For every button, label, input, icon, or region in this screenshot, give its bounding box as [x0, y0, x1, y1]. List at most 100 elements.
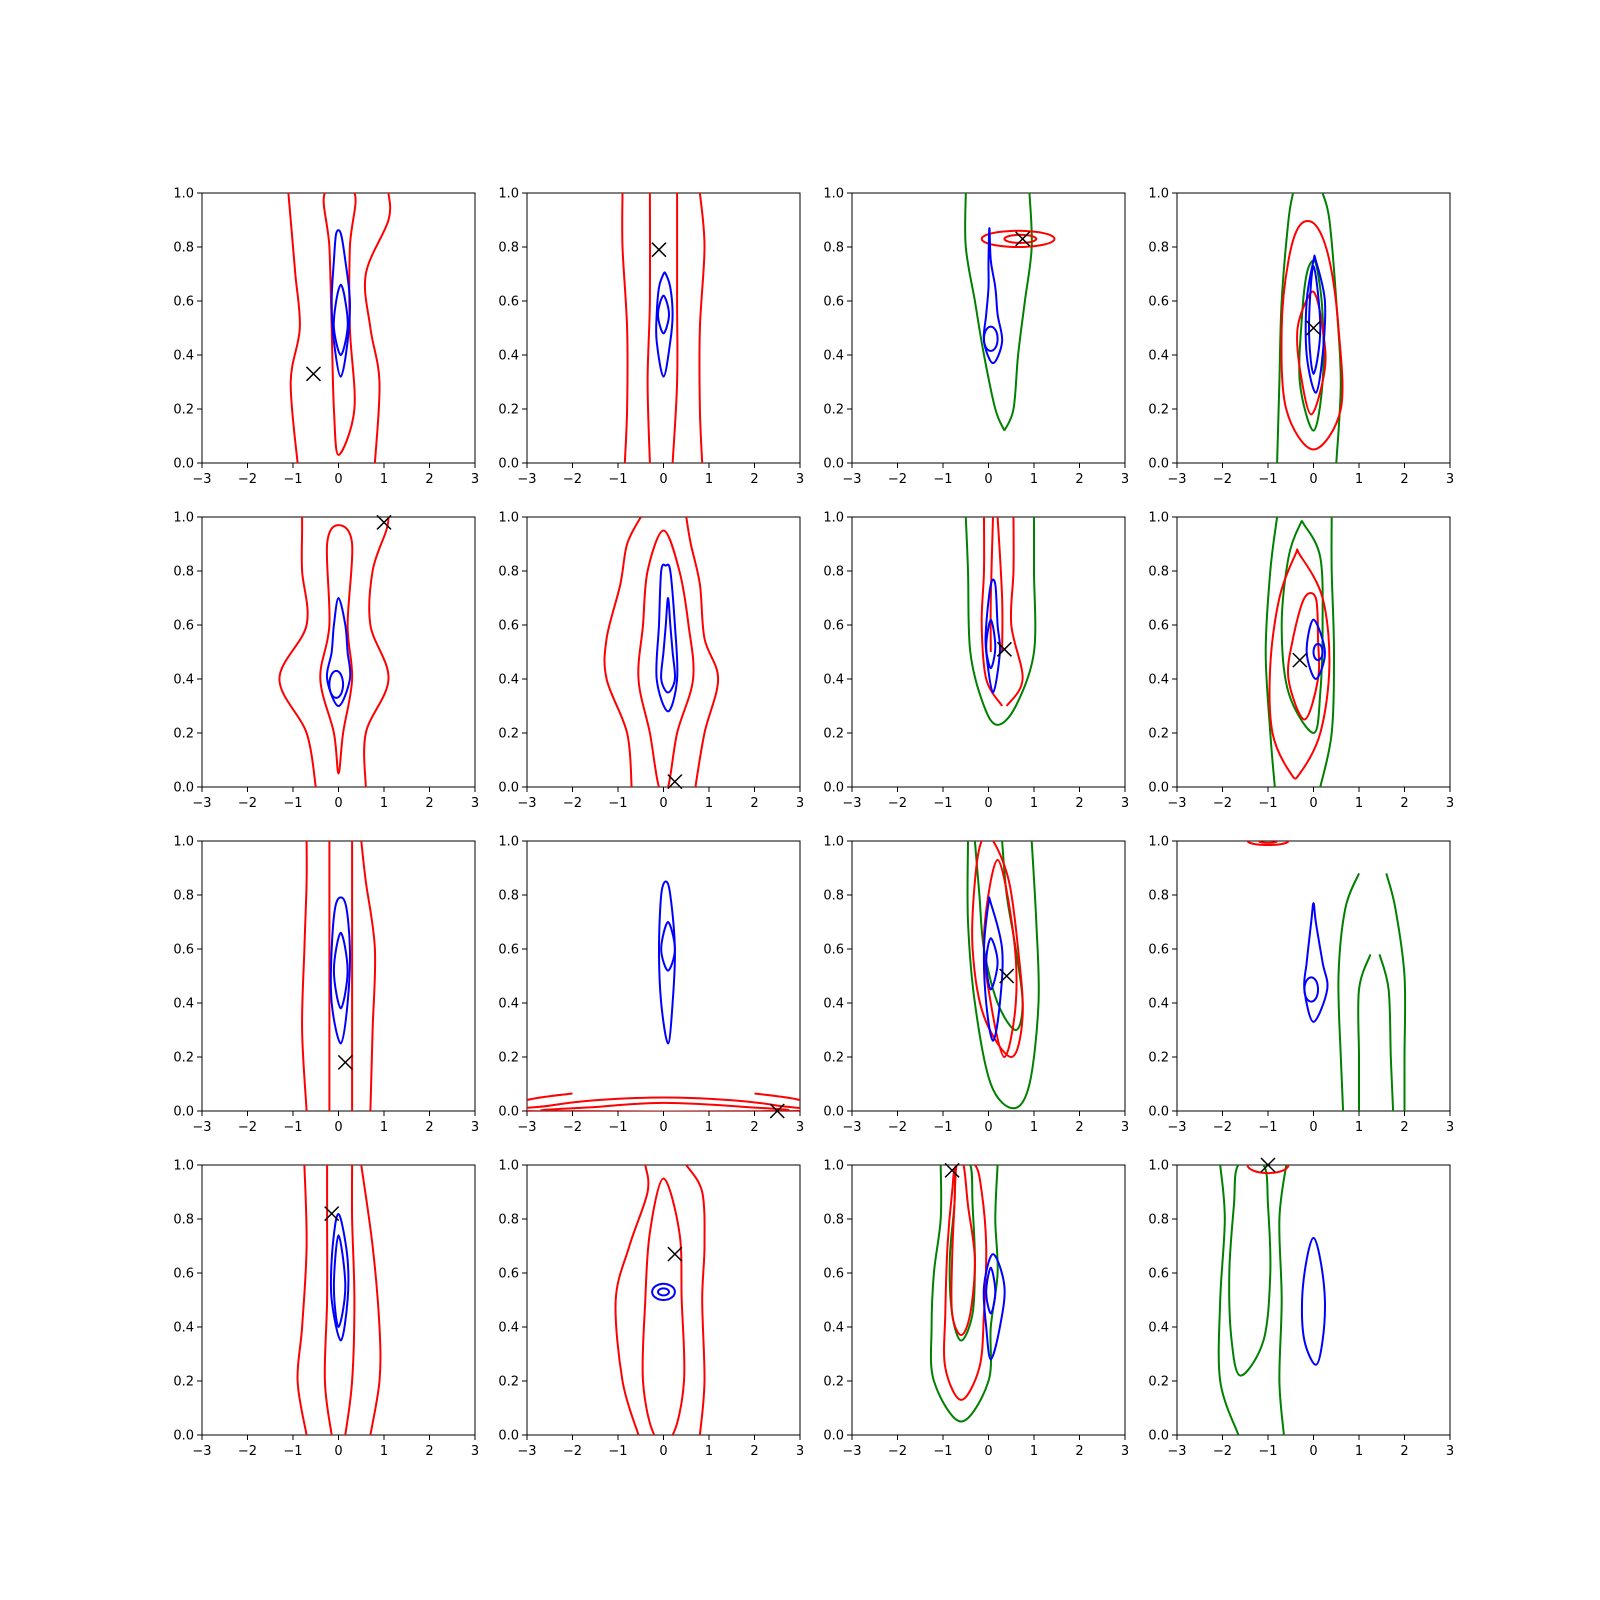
- y-tick-label: 0.6: [1148, 943, 1169, 958]
- y-tick-label: 0.0: [173, 1429, 194, 1444]
- x-tick-label: −1: [608, 1120, 627, 1135]
- y-tick-label: 0.4: [823, 673, 844, 688]
- y-tick-label: 0.6: [173, 1267, 194, 1282]
- y-tick-label: 1.0: [498, 835, 519, 850]
- x-tick-label: 0: [659, 472, 667, 487]
- green-contour-1: [1217, 1165, 1288, 1435]
- x-tick-label: 3: [1121, 1444, 1129, 1459]
- x-tick-label: 0: [984, 1120, 992, 1135]
- y-tick-label: 0.0: [1148, 1429, 1169, 1444]
- x-tick-label: 0: [334, 472, 342, 487]
- panel-8: −3 −2 −1 0 1 2 3 0.0 0.2 0.4 0.6 0.8 1.0: [1148, 511, 1454, 812]
- red-contour-3: [1268, 548, 1331, 780]
- x-tick-label: −3: [1167, 472, 1186, 487]
- x-tick-label: 2: [1075, 1444, 1083, 1459]
- panel-9: −3 −2 −1 0 1 2 3 0.0 0.2 0.4 0.6 0.8 1.0: [173, 835, 479, 1136]
- blue-contour-4: [332, 1234, 347, 1328]
- plot-area: [603, 517, 720, 787]
- x-marker: [376, 514, 392, 530]
- red-contour-1: [621, 193, 706, 463]
- x-tick-label: 1: [1355, 1120, 1363, 1135]
- x-tick-label: −1: [283, 1120, 302, 1135]
- x-tick-label: 1: [705, 1444, 713, 1459]
- y-tick-label: 0.2: [1148, 403, 1169, 418]
- x-tick-label: 2: [750, 1444, 758, 1459]
- x-tick-label: −3: [842, 1120, 861, 1135]
- red-contour-2: [527, 1096, 800, 1111]
- x-marker: [769, 1103, 785, 1119]
- x-tick-label: −3: [517, 1120, 536, 1135]
- x-tick-label: 0: [984, 1444, 992, 1459]
- red-contour-1: [614, 1165, 706, 1435]
- x-marker: [337, 1054, 353, 1070]
- plot-area: [966, 841, 1040, 1110]
- y-tick-label: 1.0: [173, 511, 194, 526]
- x-tick-label: −2: [888, 1120, 907, 1135]
- panel-10: −3 −2 −1 0 1 2 3 0.0 0.2 0.4 0.6 0.8 1.0: [498, 835, 804, 1136]
- y-tick-label: 0.2: [823, 403, 844, 418]
- blue-contour-5: [983, 325, 999, 352]
- x-tick-label: −3: [842, 472, 861, 487]
- y-tick-label: 0.8: [173, 1213, 194, 1228]
- red-contour-3: [1003, 233, 1038, 244]
- y-tick-label: 0.4: [1148, 673, 1169, 688]
- x-tick-label: 3: [1121, 472, 1129, 487]
- x-tick-label: −3: [1167, 796, 1186, 811]
- y-tick-label: 1.0: [1148, 187, 1169, 202]
- x-tick-label: −3: [517, 1444, 536, 1459]
- y-tick-label: 0.8: [173, 565, 194, 580]
- x-tick-label: 3: [1446, 472, 1454, 487]
- red-contour-3: [989, 517, 1004, 653]
- x-tick-label: 0: [1309, 1120, 1317, 1135]
- y-tick-label: 0.8: [498, 565, 519, 580]
- panel-4: −3 −2 −1 0 1 2 3 0.0 0.2 0.4 0.6 0.8 1.0: [1148, 187, 1454, 488]
- x-tick-label: 2: [750, 472, 758, 487]
- blue-contour-4: [657, 294, 670, 335]
- y-tick-label: 1.0: [173, 187, 194, 202]
- blue-contour-3: [325, 597, 352, 707]
- y-tick-label: 0.4: [823, 349, 844, 364]
- x-tick-label: −1: [608, 1444, 627, 1459]
- y-tick-label: 0.6: [498, 1267, 519, 1282]
- red-contour-4: [982, 858, 1018, 1058]
- y-tick-label: 1.0: [823, 187, 844, 202]
- y-tick-label: 1.0: [498, 1159, 519, 1174]
- x-tick-label: −3: [842, 796, 861, 811]
- x-tick-label: 2: [1400, 796, 1408, 811]
- x-tick-label: 2: [1075, 472, 1083, 487]
- y-tick-label: 1.0: [1148, 511, 1169, 526]
- y-tick-label: 0.2: [173, 1051, 194, 1066]
- y-tick-label: 0.4: [823, 997, 844, 1012]
- x-tick-label: 3: [471, 796, 479, 811]
- y-tick-label: 1.0: [173, 835, 194, 850]
- x-marker: [651, 242, 667, 258]
- x-tick-label: −1: [1258, 472, 1277, 487]
- green-contour-1: [1264, 517, 1335, 787]
- red-contour-2: [980, 229, 1056, 248]
- x-tick-label: 3: [1446, 1120, 1454, 1135]
- x-tick-label: −2: [1213, 1444, 1232, 1459]
- y-tick-label: 0.8: [1148, 889, 1169, 904]
- x-tick-label: 2: [1400, 1444, 1408, 1459]
- x-tick-label: 1: [705, 796, 713, 811]
- y-tick-label: 0.8: [1148, 565, 1169, 580]
- y-tick-label: 0.6: [498, 295, 519, 310]
- panel-14: −3 −2 −1 0 1 2 3 0.0 0.2 0.4 0.6 0.8 1.0: [498, 1159, 804, 1460]
- axes-frame: [201, 516, 476, 788]
- y-tick-label: 0.0: [498, 457, 519, 472]
- x-tick-label: −3: [517, 796, 536, 811]
- red-contour-2: [980, 517, 1024, 707]
- red-contour-1: [301, 841, 377, 1111]
- y-tick-label: 0.8: [498, 241, 519, 256]
- x-tick-label: 1: [380, 1444, 388, 1459]
- y-tick-label: 0.6: [823, 1267, 844, 1282]
- axes-frame: [1176, 1164, 1451, 1436]
- red-contour-3: [971, 841, 1024, 1058]
- y-tick-label: 0.0: [823, 1429, 844, 1444]
- x-tick-label: 0: [334, 1120, 342, 1135]
- x-tick-label: −1: [608, 472, 627, 487]
- x-tick-label: −2: [1213, 796, 1232, 811]
- x-tick-label: 0: [334, 1444, 342, 1459]
- x-tick-label: 2: [1400, 1120, 1408, 1135]
- x-tick-label: 2: [1400, 472, 1408, 487]
